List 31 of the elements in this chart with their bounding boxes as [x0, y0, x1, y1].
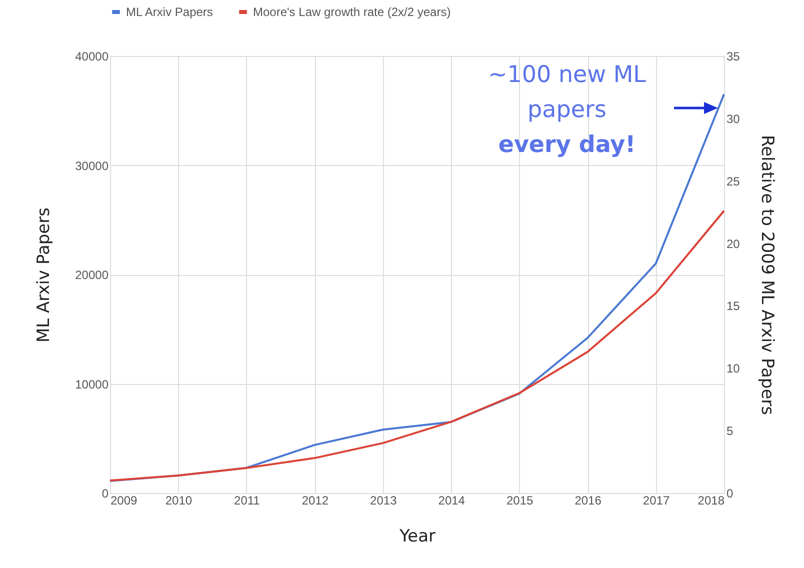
y2-tick-label: 30 [726, 112, 740, 126]
y2-tick-label: 20 [726, 236, 740, 251]
y2-tick-label: 5 [726, 424, 734, 438]
y-tick-label: 0 [102, 486, 109, 500]
x-tick-label: 2014 [438, 494, 466, 508]
x-axis-title: Year [398, 526, 436, 546]
y-tick-label: 40000 [75, 50, 109, 64]
y-tick-label: 10000 [75, 377, 109, 392]
y2-tick-label: 10 [726, 362, 740, 376]
line-series [109, 93, 725, 482]
y-tick-label: 30000 [75, 158, 109, 173]
y2-tick-label: 35 [726, 50, 740, 64]
x-tick-label: 2012 [302, 494, 329, 508]
x-tick-label: 2011 [234, 494, 260, 508]
y-tick-label: 20000 [75, 268, 109, 282]
x-tick-label: 2013 [370, 494, 398, 508]
line-series [109, 210, 725, 482]
y2-tick-label: 0 [726, 486, 734, 500]
x-tick-label: 2009 [110, 494, 138, 508]
x-tick-label: 2015 [506, 494, 534, 508]
y2-tick-label: 25 [726, 174, 740, 188]
y-axis-title: ML Arxiv Papers [34, 207, 54, 342]
x-tick-label: 2017 [642, 494, 670, 508]
x-tick-label: 2016 [574, 494, 602, 508]
legend-label: Moore's Law growth rate (2x/2 years) [253, 5, 451, 19]
legend-label: ML Arxiv Papers [126, 5, 213, 19]
x-tick-label: 2010 [165, 494, 192, 508]
y2-axis-title: Relative to 2009 ML Arxiv Papers [756, 134, 777, 416]
y2-tick-label: 15 [726, 299, 740, 314]
x-tick-label: 2018 [698, 494, 725, 508]
annotation: ~100 new ML papers every day! [487, 61, 647, 160]
